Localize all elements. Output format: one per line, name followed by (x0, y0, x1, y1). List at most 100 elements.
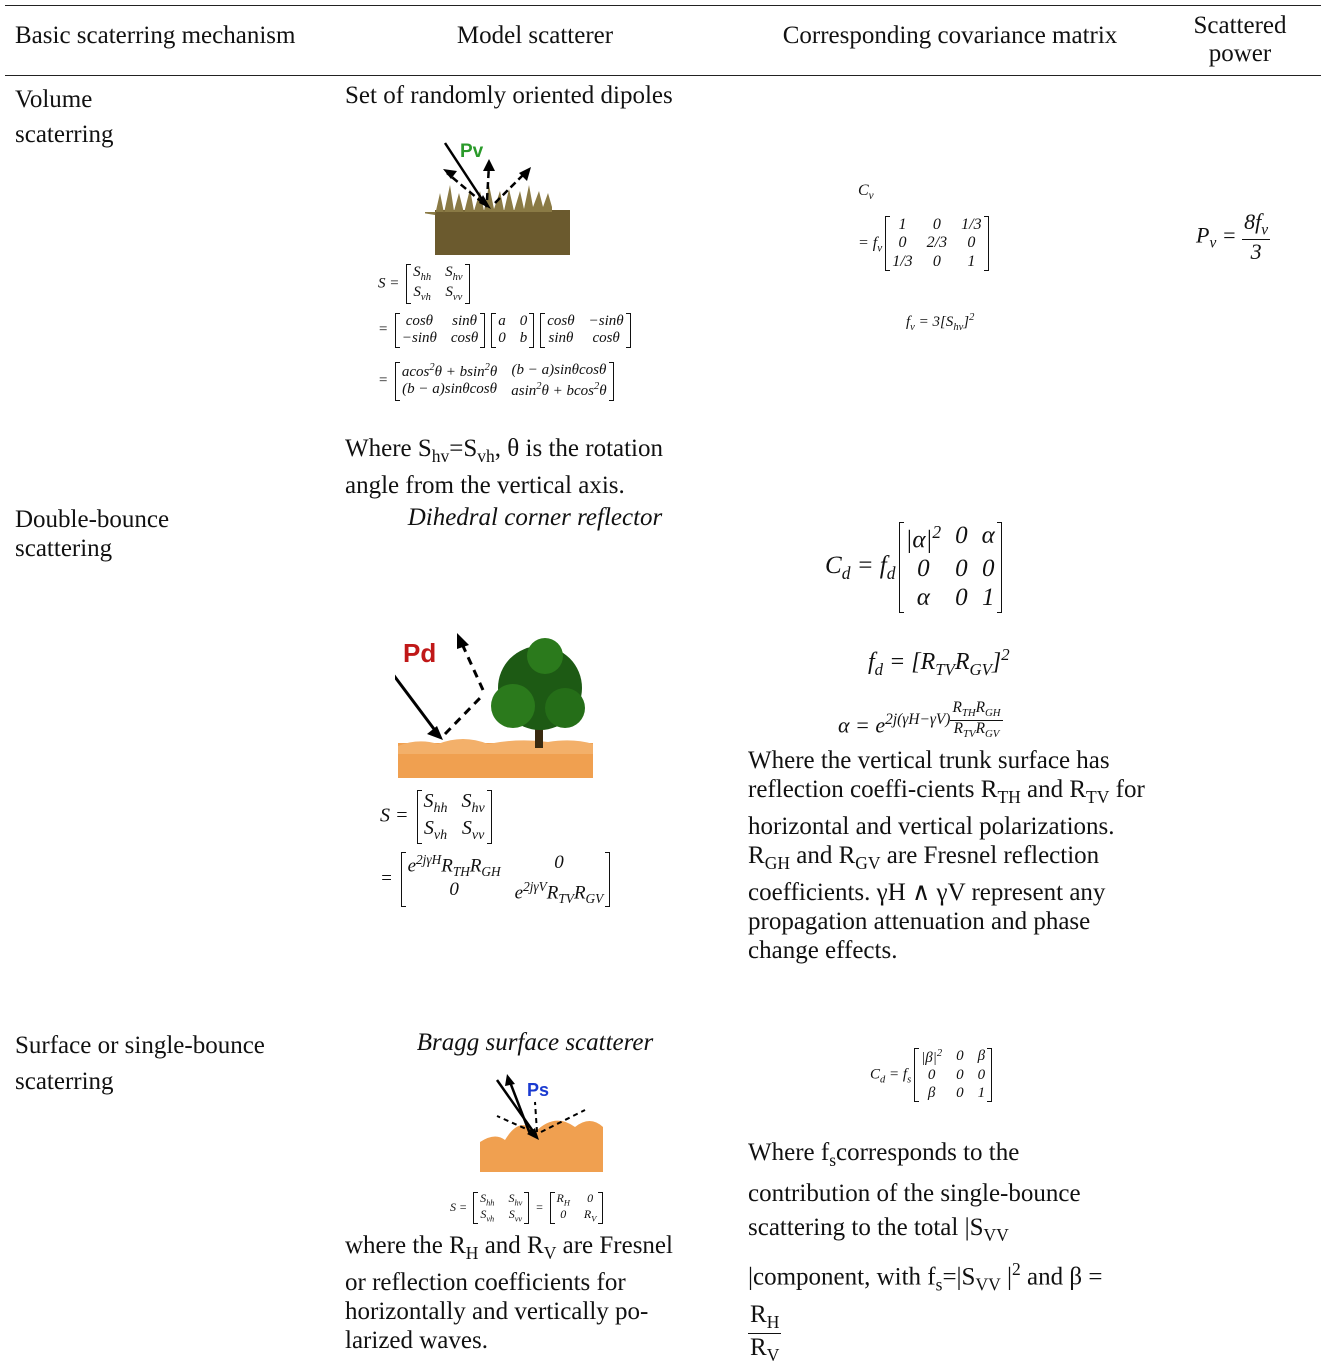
arrowhead (427, 726, 443, 740)
subscript: d (887, 563, 896, 583)
matrix: |β|2 0 β 0 0 0 β 0 1 (914, 1048, 993, 1102)
subscript: GV (855, 853, 880, 873)
scatter-arrow (496, 1115, 534, 1133)
text: 0 (498, 330, 506, 347)
text: 1 (898, 216, 907, 233)
matrix-cell: 1 (982, 584, 995, 613)
text: a (498, 313, 506, 329)
text: v (877, 242, 883, 255)
text: , θ is the rotation angle from the verti… (345, 435, 663, 499)
text: hh (420, 272, 432, 283)
text: e (407, 855, 417, 877)
matrix-cell: cosθ (451, 330, 478, 347)
text: S = (450, 1199, 471, 1214)
superscript: 2jγV (523, 879, 547, 894)
text: asin (511, 383, 537, 400)
equation: S = Shh Shv Svh Svv = RH 0 0 RV (450, 1191, 606, 1225)
text: R (953, 719, 964, 737)
text: vv (471, 828, 485, 844)
scatter-arrow (508, 1081, 532, 1135)
subscript: vh (477, 446, 495, 466)
text: are Fresnel reflection coefficients. γH … (748, 842, 1106, 964)
text: v (1261, 221, 1269, 239)
subscript: TH (997, 787, 1020, 807)
text: θ (599, 383, 607, 400)
text: R (556, 1191, 564, 1205)
text: S (445, 284, 453, 301)
subscript: H (466, 1243, 479, 1263)
text: S (508, 1207, 515, 1222)
text: 0 (977, 1067, 986, 1084)
matrix-cell: α (906, 584, 942, 613)
superscript: 2 (1001, 645, 1009, 664)
matrix: |α|2 0 α 0 0 0 α 0 1 (898, 522, 1003, 613)
matrix-cell: Svv (462, 817, 485, 844)
arrowhead (505, 1074, 515, 1086)
equation: Cd = fs |β|2 0 β 0 0 0 β 0 1 (870, 1048, 995, 1102)
text: S = (380, 804, 414, 827)
text: 0 (955, 583, 968, 611)
text: v (1209, 234, 1217, 252)
text: ] (991, 649, 1002, 675)
text: H (563, 1198, 570, 1208)
text: TH (452, 864, 470, 880)
ground (480, 1120, 603, 1172)
matrix-cell: 0 (955, 522, 968, 555)
incident-arrow (495, 1079, 537, 1135)
text: (b − a)sinθcosθ (511, 362, 607, 378)
text: = 3[S (914, 314, 954, 330)
text: R (573, 882, 586, 904)
matrix-cell: 0 (498, 330, 506, 347)
matrix: e2jγHRTHRGH 0 0 e2jγVRTVRGV (400, 852, 611, 907)
scatter-arrow (494, 172, 526, 204)
matrix-cell: Shh (424, 790, 448, 817)
top-rule (5, 5, 1321, 6)
subscript: hh (421, 272, 432, 283)
matrix-cell: 1 (961, 253, 981, 271)
text: d (880, 1074, 886, 1086)
text: GH (764, 853, 790, 873)
equation: = cosθ sinθ −sinθ cosθ a 0 0 b cosθ −sinθ sinθ cosθ (378, 313, 634, 348)
scatter-arrow (534, 1101, 538, 1133)
text: vv (514, 1214, 523, 1224)
subscript: H (767, 1312, 780, 1332)
text: TV (1086, 787, 1110, 807)
note: where the RH and RV are Fresnel or refle… (345, 1231, 700, 1355)
text: 0 (955, 555, 968, 583)
subscript: v (910, 322, 915, 333)
matrix-cell: 0 (892, 234, 912, 252)
matrix: Shh Shv Svh Svv (406, 264, 470, 305)
fraction: RTHRGH RTVRGV (950, 699, 1003, 741)
matrix-cell: 0 (515, 852, 604, 879)
text: |β| (921, 1050, 937, 1066)
text: where the R (345, 1232, 466, 1259)
text: 2 (536, 381, 542, 393)
text: R (750, 1333, 767, 1361)
matrix-cell: 0 (955, 555, 968, 584)
text: 0 (932, 252, 941, 270)
subscript: GH (765, 853, 790, 873)
text: TV (935, 659, 955, 679)
matrix: 1 0 1/3 0 2/3 0 1/3 0 1 (885, 216, 989, 272)
matrix-cell: cosθ (402, 313, 437, 330)
scatter-arrow (446, 172, 484, 204)
text: V (591, 1214, 597, 1224)
canopy (491, 684, 535, 728)
text: 0 (519, 313, 528, 329)
text: hv (471, 801, 485, 816)
subscript: GH (481, 864, 500, 879)
matrix-cell: RH (556, 1191, 570, 1208)
matrix-cell: 0 (927, 216, 947, 234)
text: GV (969, 659, 992, 679)
matrix-cell: 2/3 (927, 234, 947, 252)
text: S (423, 790, 434, 812)
text: hh (433, 801, 448, 816)
text: H (465, 1243, 479, 1263)
text: R (469, 855, 482, 877)
text: hv (431, 446, 450, 466)
text: S (413, 284, 421, 301)
matrix: Shh Shv Svh Svv (416, 790, 492, 845)
header: Scattered power (1193, 12, 1287, 67)
scatter-arrow (461, 645, 485, 691)
